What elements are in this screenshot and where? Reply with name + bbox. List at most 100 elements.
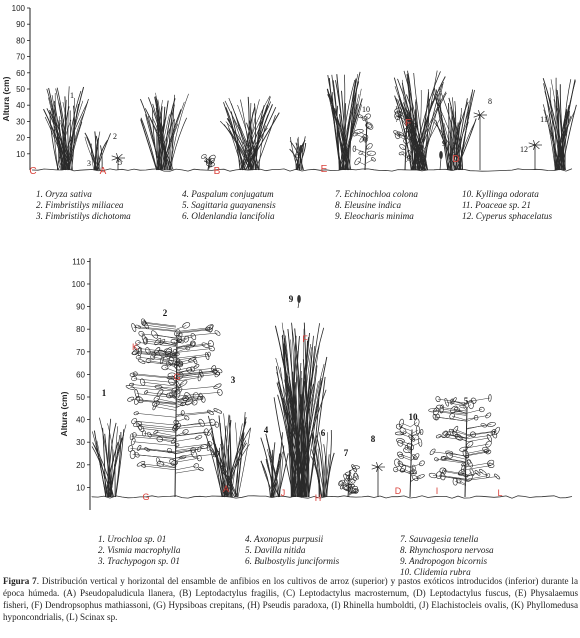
grass-blade xyxy=(254,105,265,171)
shrub-leaf xyxy=(190,447,196,453)
shrub-branch xyxy=(401,153,407,158)
grass-blade xyxy=(260,460,271,498)
shrub-leaf xyxy=(353,488,359,493)
shrub-leaf xyxy=(142,430,147,437)
shrub-branch xyxy=(175,457,200,463)
grass-blade xyxy=(326,452,335,498)
shrub-leaf xyxy=(365,123,372,129)
bottom-legend-col-3: 7. Sauvagesia tenella 8. Rhynchospora ne… xyxy=(400,534,494,578)
shrub-leaf xyxy=(351,464,357,472)
shrub-branch xyxy=(465,397,490,403)
shrub-leaf xyxy=(172,425,179,432)
shrub-branch xyxy=(144,322,177,328)
bottom-ground xyxy=(91,495,573,499)
shrub-leaf xyxy=(171,352,180,357)
shrub-branch xyxy=(402,430,412,435)
herb-leaf xyxy=(473,114,481,118)
legend-item: 2. Fimbristilys miliacea xyxy=(36,200,124,210)
shrub-branch xyxy=(175,370,220,375)
grass-blade xyxy=(311,430,323,498)
grass-blade xyxy=(327,94,352,171)
plant-number-label: 7 xyxy=(395,115,399,124)
shrub-leaf xyxy=(183,335,190,343)
shrub-branch xyxy=(399,453,412,459)
shrub-branch xyxy=(465,451,489,457)
bottom-y-axis: 10 20 30 40 50 60 70 80 90 100 110 Altura (cm) xyxy=(59,257,91,510)
grass-blade xyxy=(412,76,446,171)
legend-item: 11. Poaceae sp. 21 xyxy=(462,200,531,210)
grass-blade xyxy=(559,84,566,171)
shrub-branch xyxy=(175,410,218,416)
grass-blade xyxy=(68,121,83,171)
shrub-branch xyxy=(175,401,190,406)
legend-item: 1. Urochloa sp. 01 xyxy=(98,534,167,544)
shrub-leaf xyxy=(152,402,158,411)
plant-number-label: 9 xyxy=(442,139,446,148)
shrub-leaf xyxy=(468,399,474,410)
grass-blade xyxy=(210,449,237,498)
shrub-branch xyxy=(465,425,484,430)
shrub-leaf xyxy=(171,438,177,444)
grass-blade xyxy=(84,132,96,171)
grass-blade xyxy=(234,416,247,498)
grass-blade xyxy=(543,109,560,171)
shrub-leaf xyxy=(473,415,479,421)
shrub-branch xyxy=(410,472,413,477)
davilla-shrub xyxy=(428,394,501,498)
shrub-leaf xyxy=(193,364,200,369)
legend-item: 5. Davilla nitida xyxy=(245,545,306,555)
shrub-leaf xyxy=(127,445,134,452)
shrub-leaf xyxy=(185,346,191,351)
shrub-branch xyxy=(132,374,177,379)
shrub-leaf xyxy=(213,408,223,414)
grass-blade xyxy=(553,99,559,171)
shrub-branch xyxy=(175,412,211,417)
legend-item: 6. Bulbostylis junciformis xyxy=(245,556,340,566)
legend-item: 12. Cyperus sphacelatus xyxy=(462,211,553,221)
grass-blade xyxy=(328,78,341,171)
shrub-leaf xyxy=(412,454,418,460)
herb-leaf xyxy=(533,139,536,146)
bottom-legend-col-1: 1. Urochloa sp. 01 2. Vismia macrophylla… xyxy=(98,534,180,567)
shrub-branch xyxy=(145,324,177,330)
shrub-leaf xyxy=(398,418,404,428)
grass-blade xyxy=(399,98,422,171)
shrub-leaf xyxy=(435,434,442,439)
shrub-branch xyxy=(437,398,467,404)
y-axis-title: Altura (cm) xyxy=(59,391,69,436)
shrub-leaf xyxy=(207,409,214,415)
shrub-leaf xyxy=(493,426,500,435)
grass-blade xyxy=(277,453,289,498)
eleusine-plant xyxy=(473,109,487,170)
grass-blade xyxy=(171,94,175,171)
grass-blade xyxy=(252,103,256,171)
shrub-leaf xyxy=(130,438,136,446)
shrub-branch xyxy=(157,350,177,355)
shrub-branch xyxy=(133,327,177,332)
plant-number-label: 1 xyxy=(102,388,107,398)
shrub-branch xyxy=(402,146,407,152)
shrub-leaf xyxy=(435,396,441,403)
shrub-branch xyxy=(143,321,177,327)
shrub-leaf xyxy=(394,431,405,436)
shrub-leaf xyxy=(176,358,181,365)
shrub-leaf xyxy=(214,421,220,428)
vismia-shrub xyxy=(125,318,223,498)
shrub-branch xyxy=(432,409,467,415)
shrub-branch xyxy=(442,470,467,475)
shrub-branch xyxy=(397,115,407,121)
shrub-leaf xyxy=(129,433,134,441)
shrub-branch xyxy=(465,462,491,468)
shrub-leaf xyxy=(362,116,368,121)
sedge-spike xyxy=(297,295,301,303)
shrub-leaf xyxy=(444,398,449,407)
grass-blade xyxy=(341,90,349,171)
shrub-branch xyxy=(449,455,467,460)
shrub-branch xyxy=(133,441,177,446)
plant-number-label: 3 xyxy=(231,375,236,385)
grass-blade xyxy=(86,136,100,171)
herb-leaf xyxy=(478,114,481,121)
shrub-leaf xyxy=(150,354,156,360)
shrub-leaf xyxy=(205,352,210,360)
grass-blade xyxy=(157,116,160,171)
